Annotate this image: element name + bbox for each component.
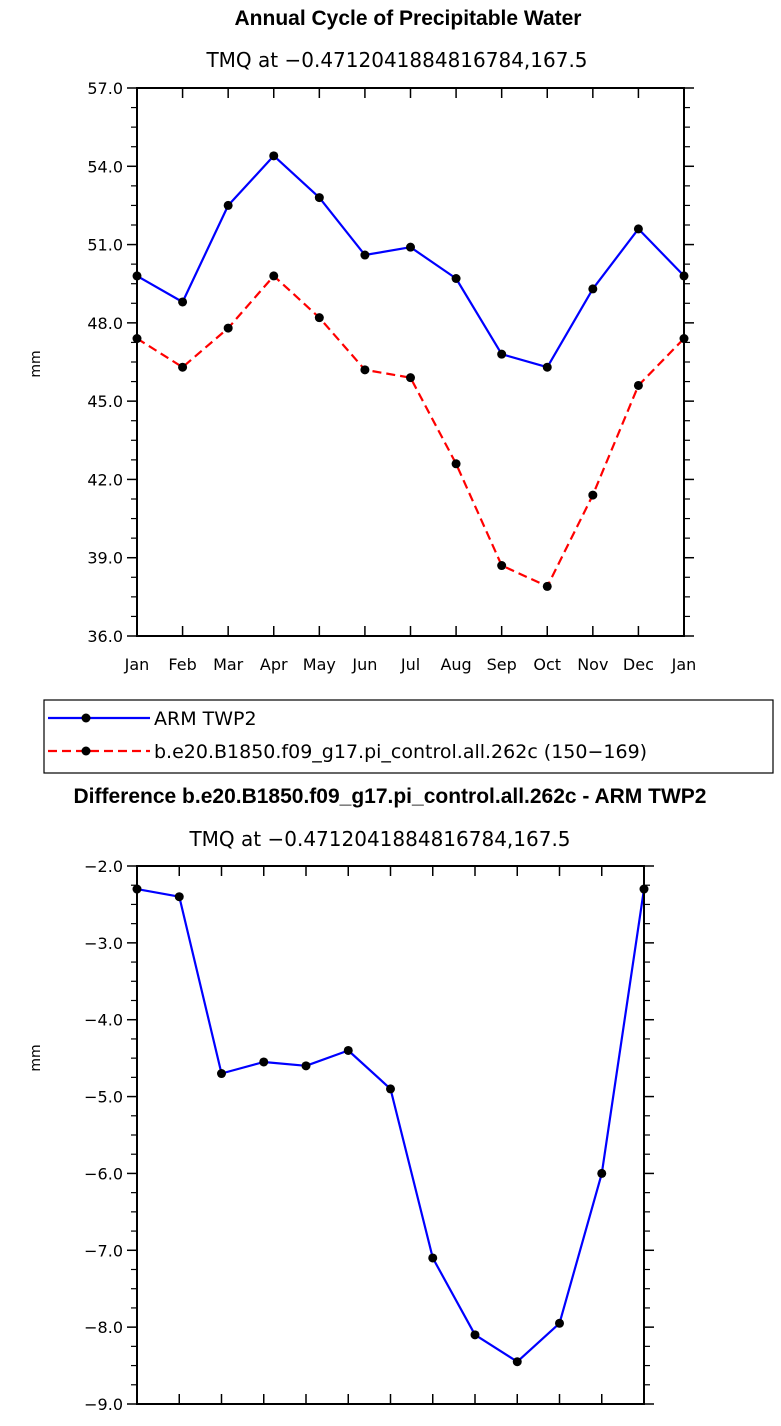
data-point: [470, 1330, 480, 1340]
x-tick-label: Sep: [487, 655, 517, 674]
data-point: [588, 490, 598, 500]
legend-marker-model: [81, 746, 91, 756]
data-point: [343, 1045, 353, 1055]
y-tick-label: −6.0: [84, 1164, 123, 1183]
data-point: [301, 1061, 311, 1071]
data-point: [633, 224, 643, 234]
data-point: [451, 459, 461, 469]
data-point: [269, 271, 279, 281]
y-tick-label: −8.0: [84, 1318, 123, 1337]
x-tick-label: Jul: [380, 1423, 400, 1426]
data-point: [451, 273, 461, 283]
x-tick-label: Jan: [671, 655, 697, 674]
data-point: [174, 892, 184, 902]
data-point: [428, 1253, 438, 1263]
x-tick-label: Dec: [586, 1423, 617, 1426]
chart-1-legend: ARM TWP2 b.e20.B1850.f09_g17.pi_control.…: [43, 699, 774, 774]
x-tick-label: May: [289, 1423, 322, 1426]
chart-2-plot-frame: [136, 865, 645, 1405]
x-tick-label: Jan: [124, 655, 150, 674]
y-tick-label: 48.0: [87, 314, 123, 333]
data-point: [497, 349, 507, 359]
x-tick-label: Nov: [577, 655, 608, 674]
x-tick-label: Dec: [623, 655, 654, 674]
chart-1-subtitle: TMQ at −0.4712041884816784,167.5: [205, 48, 587, 72]
data-point: [497, 561, 507, 571]
chart-1-plot-frame: [136, 87, 685, 637]
data-point: [360, 250, 370, 260]
chart-1-series: [132, 151, 689, 591]
chart-2-subtitle: TMQ at −0.4712041884816784,167.5: [188, 827, 570, 851]
legend-marker-arm: [81, 713, 91, 723]
data-point: [406, 242, 415, 252]
series-line-2: [136, 274, 685, 588]
series-line-1: [136, 888, 646, 1363]
x-tick-label: Oct: [533, 655, 561, 674]
chart-2: Difference b.e20.B1850.f09_g17.pi_contro…: [28, 785, 706, 1426]
y-tick-label: −2.0: [84, 857, 123, 876]
legend-box: [43, 699, 774, 774]
x-tick-label: Mar: [213, 655, 244, 674]
data-point: [386, 1084, 395, 1094]
chart-2-title: Difference b.e20.B1850.f09_g17.pi_contro…: [74, 785, 707, 808]
chart-2-ylabel: mm: [28, 1044, 44, 1071]
data-point: [178, 297, 188, 307]
y-tick-label: −7.0: [84, 1241, 123, 1260]
x-tick-label: Aug: [440, 655, 471, 674]
data-point: [512, 1357, 522, 1367]
x-tick-label: Mar: [206, 1423, 237, 1426]
x-tick-label: Jun: [335, 1423, 361, 1426]
y-tick-label: 42.0: [87, 470, 123, 489]
chart-1-title: Annual Cycle of Precipitable Water: [235, 7, 582, 30]
data-point: [542, 581, 552, 591]
x-tick-label: Jan: [124, 1423, 150, 1426]
data-point: [633, 380, 643, 390]
data-point: [406, 373, 415, 383]
x-tick-label: Jul: [400, 655, 420, 674]
x-tick-label: Feb: [168, 655, 196, 674]
x-tick-label: Nov: [544, 1423, 575, 1426]
y-tick-label: 39.0: [87, 549, 123, 568]
data-point: [314, 313, 324, 323]
data-point: [542, 362, 552, 372]
data-point: [269, 151, 279, 161]
chart-2-series: [132, 884, 649, 1367]
x-tick-label: Jun: [351, 655, 377, 674]
y-tick-label: −4.0: [84, 1011, 123, 1030]
y-tick-label: 57.0: [87, 79, 123, 98]
y-tick-label: 45.0: [87, 392, 123, 411]
data-point: [588, 284, 598, 294]
data-point: [555, 1318, 564, 1328]
data-point: [314, 193, 324, 203]
y-tick-label: −3.0: [84, 934, 123, 953]
x-tick-label: Apr: [250, 1423, 278, 1426]
x-tick-label: Jan: [631, 1423, 657, 1426]
chart-2-ticks: Jan Feb Mar Apr May Jun Jul Aug Sep Oct Nov Dec Jan −…: [84, 857, 656, 1426]
x-tick-label: Feb: [165, 1423, 193, 1426]
y-tick-label: −9.0: [84, 1395, 123, 1414]
legend-label-arm: ARM TWP2: [154, 708, 257, 730]
data-point: [217, 1069, 226, 1079]
chart-1-ylabel: mm: [28, 350, 44, 377]
data-point: [178, 362, 188, 372]
x-tick-label: Oct: [503, 1423, 531, 1426]
data-point: [597, 1168, 607, 1178]
data-point: [223, 200, 233, 210]
chart-1: Annual Cycle of Precipitable Water TMQ a…: [28, 7, 696, 674]
y-tick-label: 54.0: [87, 157, 123, 176]
y-tick-label: −5.0: [84, 1088, 123, 1107]
legend-label-model: b.e20.B1850.f09_g17.pi_control.all.262c …: [154, 741, 647, 763]
data-point: [360, 365, 370, 375]
x-tick-label: Aug: [417, 1423, 448, 1426]
chart-1-ticks: Jan Feb Mar Apr May Jun Jul Aug Sep Oct Nov Dec Jan3…: [87, 79, 696, 674]
x-tick-label: Sep: [460, 1423, 490, 1426]
data-point: [223, 323, 233, 333]
y-tick-label: 36.0: [87, 627, 123, 646]
y-tick-label: 51.0: [87, 236, 123, 255]
x-tick-label: May: [303, 655, 336, 674]
x-tick-label: Apr: [260, 655, 288, 674]
data-point: [259, 1057, 269, 1067]
